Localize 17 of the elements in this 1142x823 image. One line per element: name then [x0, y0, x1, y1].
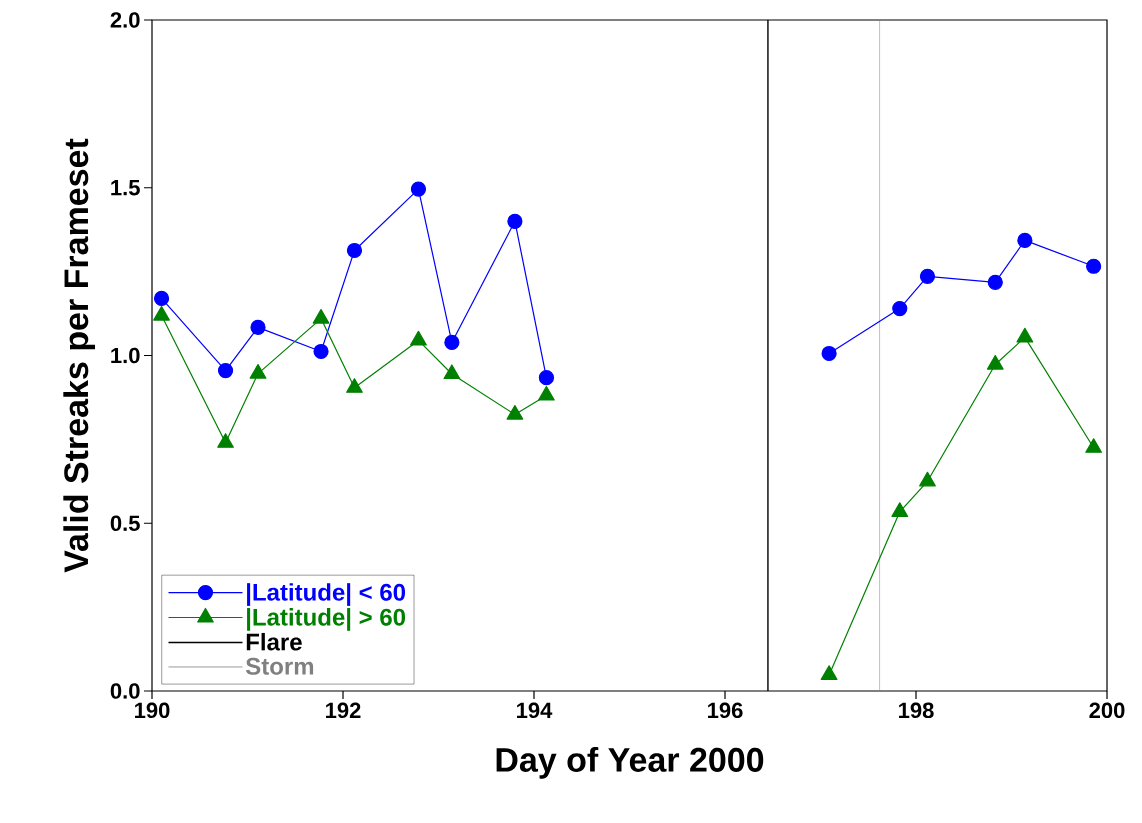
x-tick-label: 194 [517, 702, 553, 719]
legend-label: |Latitude| < 60 [247, 583, 406, 606]
x-tick-label: 198 [899, 702, 934, 719]
ref-line-label: Flare [246, 632, 302, 651]
y-tick-label: 0.5 [110, 515, 140, 532]
y-axis-title: Valid Streaks per Frameset [63, 138, 96, 573]
x-tick-label: 190 [135, 702, 170, 719]
x-tick-label: 200 [1089, 702, 1125, 719]
y-tick-label: 1.5 [111, 180, 140, 196]
x-tick-label: 196 [708, 702, 743, 719]
y-tick-label: 2.0 [110, 12, 140, 28]
legend-label: |Latitude| > 60 [247, 608, 406, 631]
y-tick-label: 1.0 [111, 347, 140, 364]
ref-line-label: Storm [245, 657, 314, 675]
x-axis-title: Day of Year 2000 [496, 746, 764, 779]
x-tick-label: 192 [326, 702, 361, 719]
y-tick-label: 0.0 [110, 683, 140, 699]
